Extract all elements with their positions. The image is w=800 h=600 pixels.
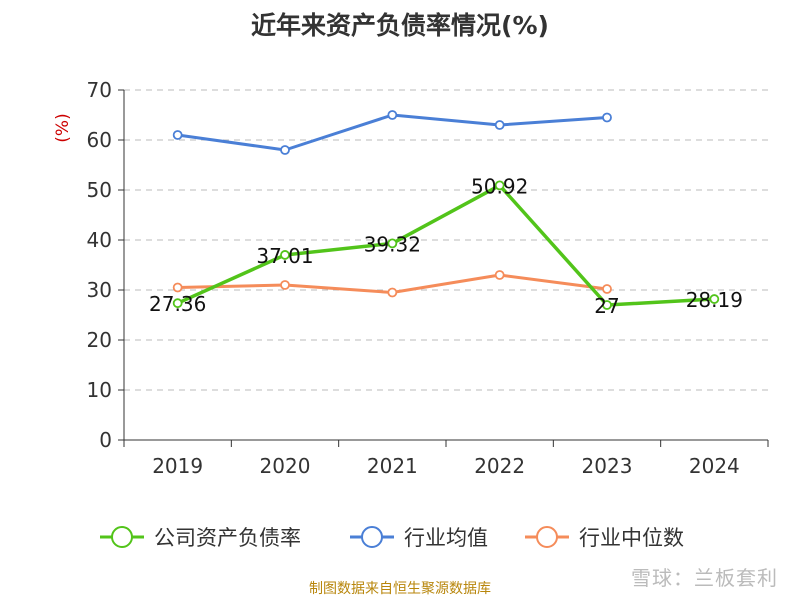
series-line-2 (177, 113, 608, 152)
series-point-1 (602, 300, 612, 310)
series-point-1 (709, 294, 720, 304)
series-point-3 (494, 270, 505, 280)
chart-title: 近年来资产负债率情况(%) (251, 11, 549, 40)
x-tick-label: 2022 (474, 454, 525, 478)
y-tick-label: 60 (87, 128, 112, 152)
series-point-1 (172, 298, 183, 309)
legend-label-3: 行业中位数 (579, 526, 684, 550)
data-label: 28.19 (686, 288, 743, 312)
x-tick-label: 2024 (689, 454, 740, 478)
series-point-3 (280, 280, 290, 290)
x-tick-label: 2021 (367, 454, 418, 478)
series-point-2 (494, 120, 505, 130)
data-label: 27.36 (149, 292, 206, 316)
axes: 0 10 20 30 40 50 60 70 2019 2020 2021 2022 2023 2024 (… (53, 78, 769, 478)
series-point-2 (280, 145, 290, 155)
x-tick-label: 2019 (152, 454, 203, 478)
data-labels: 27.36 37.01 39.32 50.92 27 28.19 (149, 174, 743, 318)
legend: 公司资产负债率 行业均值 行业中位数 (100, 526, 684, 550)
y-tick-label: 70 (87, 78, 112, 102)
series-line-1 (176, 183, 715, 307)
x-tick-label: 2023 (582, 454, 633, 478)
x-tick-label: 2020 (260, 454, 311, 478)
legend-label-2: 行业均值 (404, 526, 488, 550)
legend-marker-1 (111, 526, 133, 548)
data-label: 39.32 (364, 232, 421, 256)
data-label: 50.92 (471, 174, 528, 198)
legend-marker-3 (536, 526, 558, 548)
y-tick-label: 0 (99, 428, 112, 452)
y-tick-label: 30 (87, 278, 112, 302)
series-point-2 (602, 112, 612, 123)
series-point-1 (280, 250, 290, 260)
series-point-2 (387, 110, 398, 120)
series-point-1 (387, 238, 398, 249)
source-note: 制图数据来自恒生聚源数据库 (309, 581, 491, 597)
y-tick-label: 10 (87, 378, 112, 402)
legend-label-1: 公司资产负债率 (154, 526, 301, 550)
data-label: 37.01 (256, 244, 313, 268)
series-point-3 (172, 282, 183, 293)
y-tick-label: 20 (87, 328, 112, 352)
series-point-1 (494, 180, 505, 191)
series-point-3 (387, 287, 398, 298)
y-tick-label: 50 (87, 178, 112, 202)
y-axis-label: (%) (53, 113, 73, 142)
series-point-3 (602, 284, 612, 294)
series-lines (172, 110, 720, 310)
y-tick-label: 40 (87, 228, 112, 252)
watermark: 雪球：兰板套利 (631, 566, 778, 590)
data-label: 27 (594, 294, 619, 318)
grid-lines (124, 89, 768, 391)
series-point-2 (172, 130, 183, 140)
legend-marker-2 (361, 526, 383, 548)
